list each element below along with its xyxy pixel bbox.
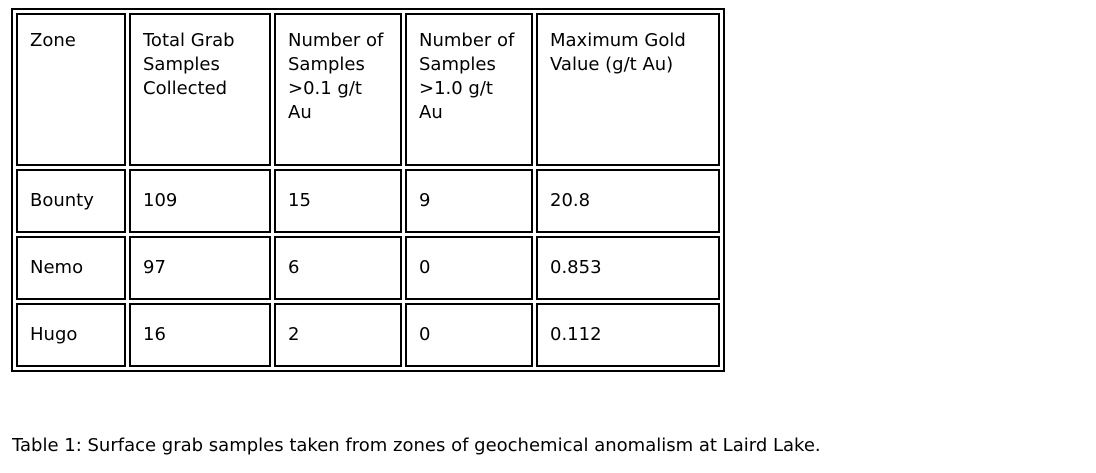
cell-total-grab-samples: 16 (129, 303, 271, 367)
cell-total-grab-samples: 97 (129, 236, 271, 300)
table-row: Nemo 97 6 0 0.853 (16, 236, 720, 300)
cell-samples-over-0-1: 15 (274, 169, 402, 233)
cell-max-gold-value: 0.853 (536, 236, 720, 300)
cell-samples-over-0-1: 6 (274, 236, 402, 300)
cell-zone: Bounty (16, 169, 126, 233)
header-samples-over-1-0: Number of Samples >1.0 g/t Au (405, 13, 533, 166)
header-samples-over-0-1: Number of Samples >0.1 g/t Au (274, 13, 402, 166)
header-total-grab-samples: Total Grab Samples Collected (129, 13, 271, 166)
cell-samples-over-0-1: 2 (274, 303, 402, 367)
cell-samples-over-1-0: 0 (405, 236, 533, 300)
cell-samples-over-1-0: 0 (405, 303, 533, 367)
cell-zone: Hugo (16, 303, 126, 367)
cell-samples-over-1-0: 9 (405, 169, 533, 233)
cell-max-gold-value: 20.8 (536, 169, 720, 233)
cell-max-gold-value: 0.112 (536, 303, 720, 367)
cell-total-grab-samples: 109 (129, 169, 271, 233)
header-zone: Zone (16, 13, 126, 166)
table-row: Hugo 16 2 0 0.112 (16, 303, 720, 367)
table-row: Bounty 109 15 9 20.8 (16, 169, 720, 233)
cell-zone: Nemo (16, 236, 126, 300)
grab-samples-table: Zone Total Grab Samples Collected Number… (11, 8, 725, 372)
table-header-row: Zone Total Grab Samples Collected Number… (16, 13, 720, 166)
table-caption: Table 1: Surface grab samples taken from… (12, 435, 821, 456)
header-max-gold-value: Maximum Gold Value (g/t Au) (536, 13, 720, 166)
table-container: Zone Total Grab Samples Collected Number… (11, 8, 725, 372)
